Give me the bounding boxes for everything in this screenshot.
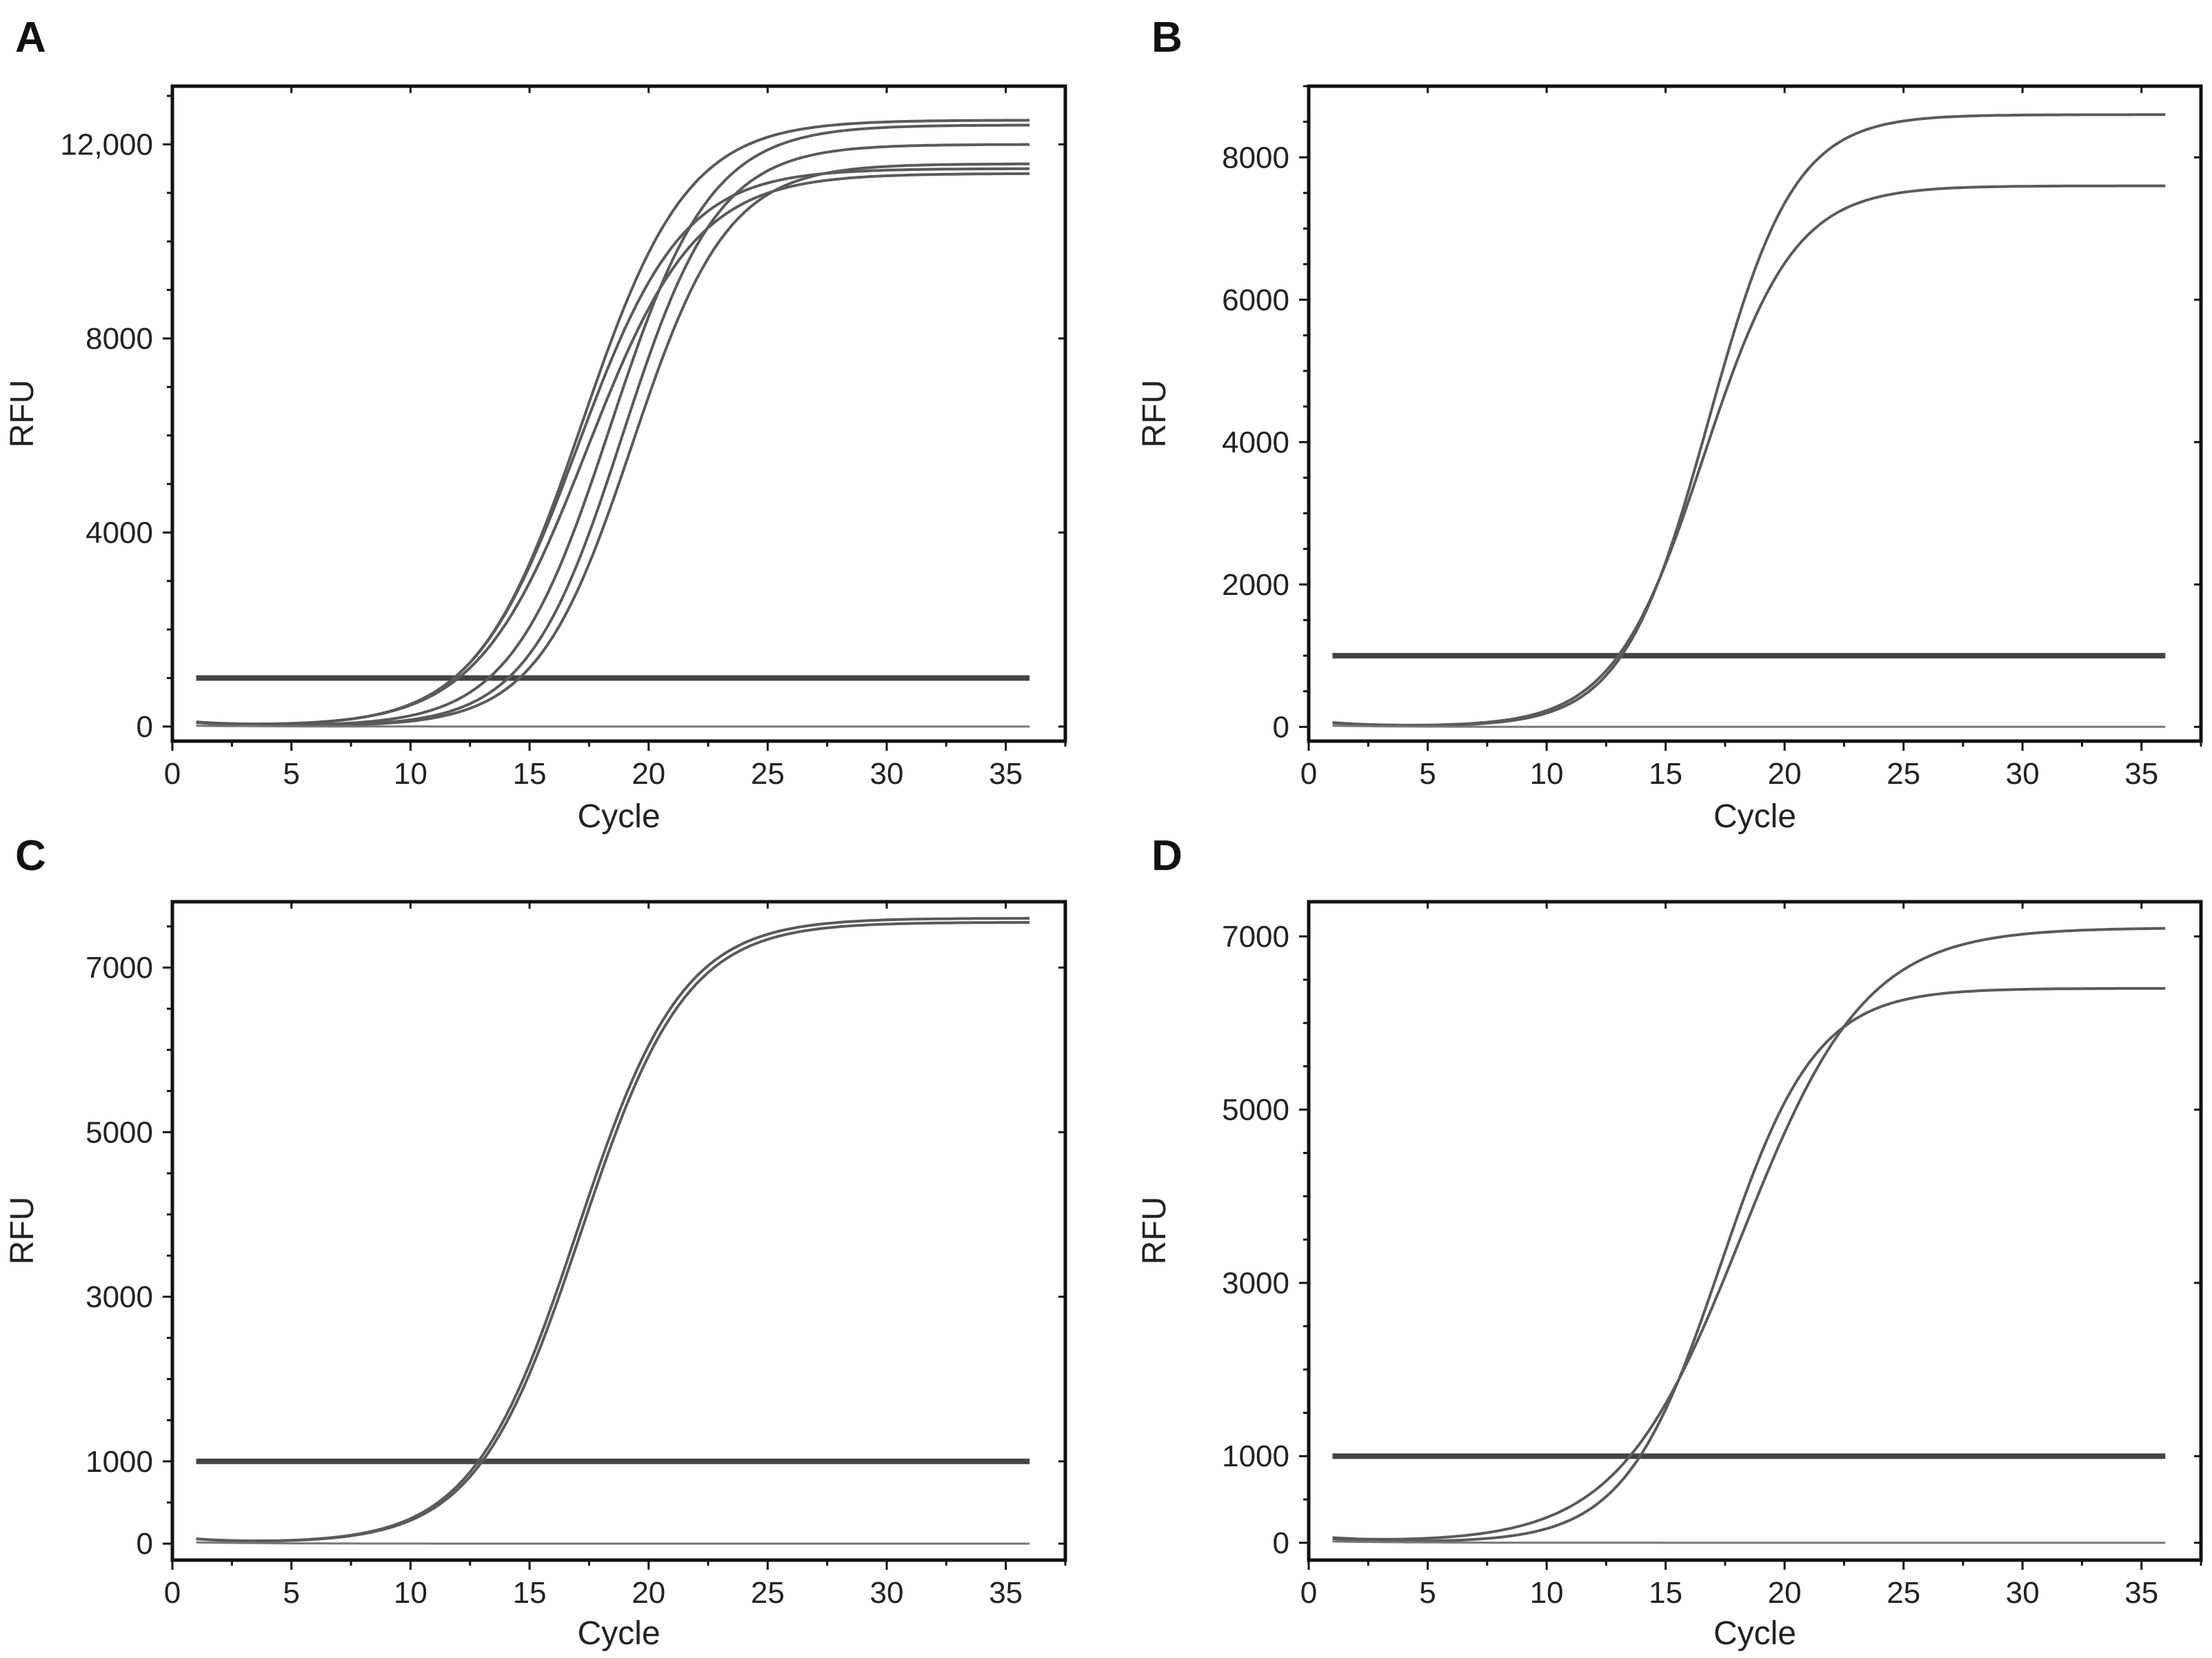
amplification-curve-negative (196, 725, 1030, 728)
amplification-curve-curve-1 (1332, 927, 2166, 1541)
x-tick-label: 10 (1530, 1576, 1564, 1610)
y-tick-label: 8000 (1222, 141, 1289, 174)
amplification-curve-curve-2 (196, 123, 1030, 727)
amplification-curve-curve-4 (196, 167, 1030, 726)
amplification-curve-curve-2 (1332, 184, 2166, 727)
x-tick-label: 35 (989, 757, 1023, 791)
x-tick-label: 20 (1768, 1576, 1802, 1610)
panel-letter: C (15, 832, 46, 880)
y-tick-label: 8000 (86, 322, 153, 356)
x-tick-label: 30 (870, 1576, 904, 1610)
y-axis-title: RFU (4, 380, 41, 448)
x-axis-title: Cycle (1713, 1615, 1796, 1652)
y-tick-label: 5000 (86, 1115, 153, 1149)
y-tick-label: 3000 (1222, 1266, 1289, 1300)
x-tick-label: 20 (1768, 757, 1802, 791)
amplification-curve-curve-6 (196, 162, 1030, 727)
x-tick-label: 5 (283, 757, 299, 791)
x-tick-label: 15 (513, 1576, 547, 1610)
x-tick-label: 20 (632, 1576, 665, 1610)
x-tick-label: 0 (1300, 1576, 1317, 1610)
y-tick-label: 4000 (1222, 425, 1289, 459)
panel-d: D 0 5 10 15 20 25 30 35 0 1000 3000 5000 7000 Cycle RFU (1136, 832, 2203, 1652)
x-axis-title: Cycle (1713, 798, 1796, 835)
y-tick-label: 0 (137, 1527, 153, 1561)
y-tick-label: 4000 (86, 516, 153, 549)
amplification-curve-curve-5 (196, 172, 1030, 726)
y-tick-label: 1000 (86, 1445, 153, 1479)
amplification-curve-curve-1 (1332, 113, 2166, 727)
amplification-curve-curve-3 (196, 143, 1030, 727)
x-tick-label: 25 (1887, 757, 1920, 791)
x-tick-label: 15 (1649, 757, 1682, 791)
y-tick-label: 2000 (1222, 568, 1289, 602)
x-tick-label: 5 (283, 1576, 299, 1610)
plot-frame (170, 900, 1067, 1562)
x-tick-label: 10 (394, 1576, 428, 1610)
y-tick-label: 12,000 (60, 128, 153, 161)
y-tick-label: 7000 (1222, 920, 1289, 953)
x-tick-label: 30 (2006, 1576, 2040, 1610)
plot-frame (170, 84, 1067, 743)
x-tick-label: 25 (1887, 1576, 1920, 1610)
panel-a: A 0 5 10 15 20 25 30 35 0 4000 8000 12,000 Cycle RFU (4, 14, 1067, 835)
x-tick-label: 35 (2124, 757, 2158, 791)
x-axis-title: Cycle (577, 798, 660, 835)
x-axis-title: Cycle (577, 1615, 660, 1652)
x-tick-label: 30 (870, 757, 904, 791)
panel-letter: B (1152, 14, 1183, 61)
amplification-curve-negative (196, 1541, 1030, 1545)
amplification-curve-curve-2 (1332, 987, 2166, 1543)
x-tick-label: 35 (989, 1576, 1023, 1610)
y-axis-title: RFU (4, 1197, 41, 1265)
y-tick-label: 3000 (86, 1280, 153, 1314)
y-tick-label: 0 (1273, 1526, 1289, 1560)
amplification-curve-curve-1 (196, 917, 1030, 1543)
amplification-curve-negative (1332, 725, 2166, 728)
x-tick-label: 25 (751, 757, 785, 791)
y-tick-label: 5000 (1222, 1093, 1289, 1127)
x-tick-label: 20 (632, 757, 665, 791)
amplification-curve-negative (1332, 1540, 2166, 1544)
x-tick-label: 25 (751, 1576, 785, 1610)
x-tick-label: 5 (1419, 757, 1436, 791)
x-tick-label: 15 (513, 757, 547, 791)
y-axis-title: RFU (1136, 380, 1173, 448)
panel-c: C 0 5 10 15 20 25 30 35 0 1000 3000 5000 7000 Cycle RFU (4, 832, 1067, 1652)
x-tick-label: 15 (1649, 1576, 1682, 1610)
y-axis-title: RFU (1136, 1197, 1173, 1265)
plot-frame (1307, 900, 2203, 1562)
panel-letter: D (1152, 832, 1183, 880)
x-tick-label: 0 (164, 757, 181, 791)
y-tick-label: 0 (1273, 710, 1289, 744)
x-tick-label: 10 (394, 757, 428, 791)
amplification-curve-curve-2 (196, 921, 1030, 1543)
plot-frame (1307, 84, 2203, 743)
panel-b: B 0 5 10 15 20 25 30 35 0 2000 4000 6000 8000 Cycle RFU (1136, 14, 2203, 835)
panel-letter: A (15, 14, 46, 61)
x-tick-label: 0 (164, 1576, 181, 1610)
x-tick-label: 0 (1300, 757, 1317, 791)
x-tick-label: 5 (1419, 1576, 1436, 1610)
y-tick-label: 6000 (1222, 283, 1289, 317)
y-tick-label: 0 (137, 710, 153, 744)
x-tick-label: 10 (1530, 757, 1564, 791)
y-tick-label: 1000 (1222, 1439, 1289, 1473)
y-tick-label: 7000 (86, 951, 153, 985)
x-tick-label: 30 (2006, 757, 2040, 791)
x-tick-label: 35 (2124, 1576, 2158, 1610)
